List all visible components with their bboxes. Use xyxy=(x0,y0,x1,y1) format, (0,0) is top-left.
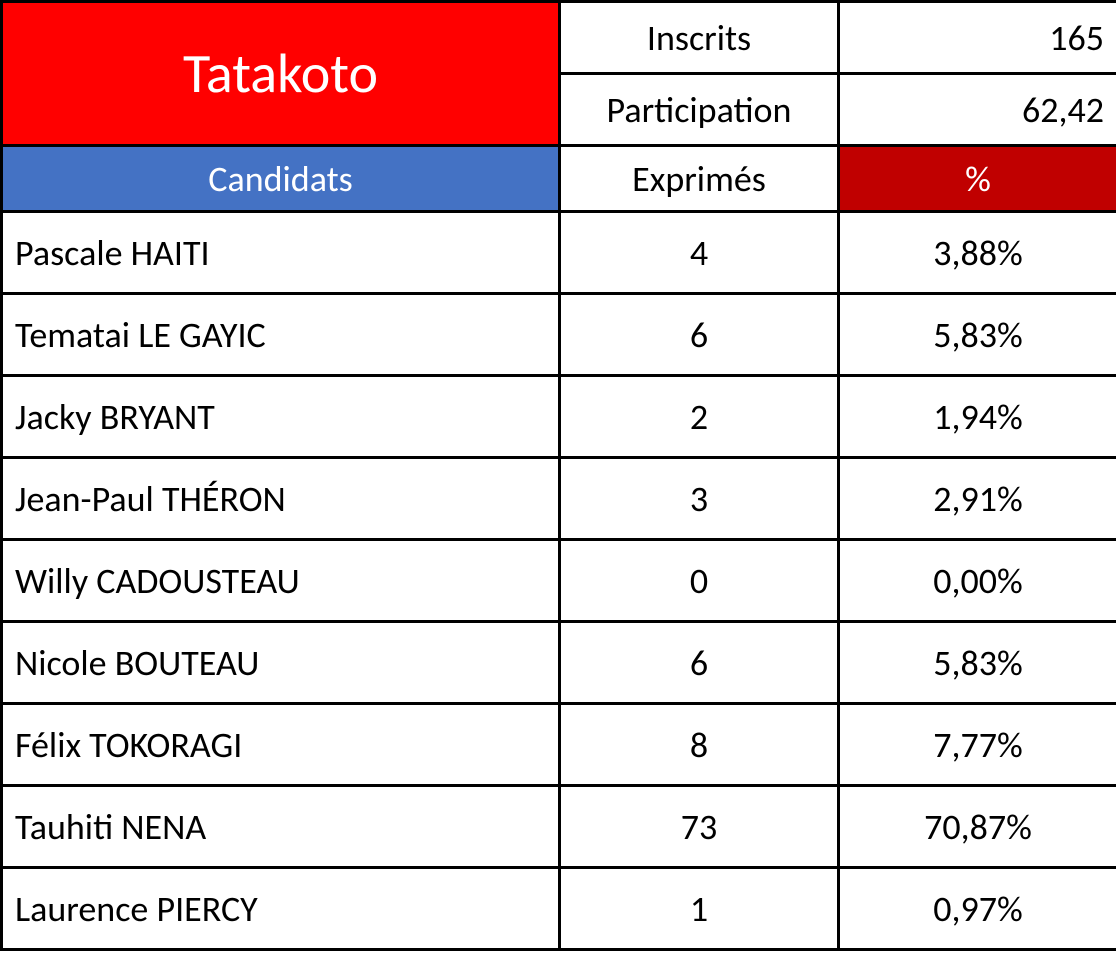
table-row: Tauhiti NENA7370,87% xyxy=(2,786,1116,868)
candidate-name: Pascale HAITI xyxy=(2,212,560,294)
header-candidats: Candidats xyxy=(2,146,560,212)
participation-value: 62,42 xyxy=(839,74,1116,146)
inscrits-value: 165 xyxy=(839,2,1116,74)
candidate-name: Nicole BOUTEAU xyxy=(2,622,560,704)
candidate-percent: 2,91% xyxy=(839,458,1116,540)
inscrits-label: Inscrits xyxy=(560,2,839,74)
header-percent: % xyxy=(839,146,1116,212)
table-row: Félix TOKORAGI87,77% xyxy=(2,704,1116,786)
candidate-exprimes: 1 xyxy=(560,868,839,950)
table-row: Jacky BRYANT21,94% xyxy=(2,376,1116,458)
candidate-exprimes: 73 xyxy=(560,786,839,868)
candidate-name: Tauhiti NENA xyxy=(2,786,560,868)
table-row: Tematai LE GAYIC65,83% xyxy=(2,294,1116,376)
candidate-percent: 3,88% xyxy=(839,212,1116,294)
header-exprimes: Exprimés xyxy=(560,146,839,212)
location-title: Tatakoto xyxy=(2,2,560,146)
candidate-name: Jean-Paul THÉRON xyxy=(2,458,560,540)
table-row: Pascale HAITI43,88% xyxy=(2,212,1116,294)
title-row: Tatakoto Inscrits 165 xyxy=(2,2,1116,74)
candidate-exprimes: 4 xyxy=(560,212,839,294)
candidate-percent: 5,83% xyxy=(839,294,1116,376)
candidate-percent: 1,94% xyxy=(839,376,1116,458)
candidate-name: Willy CADOUSTEAU xyxy=(2,540,560,622)
table-row: Nicole BOUTEAU65,83% xyxy=(2,622,1116,704)
candidate-exprimes: 6 xyxy=(560,622,839,704)
candidate-name: Jacky BRYANT xyxy=(2,376,560,458)
table-row: Willy CADOUSTEAU00,00% xyxy=(2,540,1116,622)
candidate-exprimes: 8 xyxy=(560,704,839,786)
candidate-exprimes: 3 xyxy=(560,458,839,540)
candidate-name: Tematai LE GAYIC xyxy=(2,294,560,376)
candidate-percent: 0,00% xyxy=(839,540,1116,622)
candidate-name: Félix TOKORAGI xyxy=(2,704,560,786)
participation-label: Participation xyxy=(560,74,839,146)
header-row: Candidats Exprimés % xyxy=(2,146,1116,212)
candidate-name: Laurence PIERCY xyxy=(2,868,560,950)
table-row: Laurence PIERCY10,97% xyxy=(2,868,1116,950)
table-row: Jean-Paul THÉRON32,91% xyxy=(2,458,1116,540)
candidate-exprimes: 2 xyxy=(560,376,839,458)
candidate-percent: 5,83% xyxy=(839,622,1116,704)
candidate-percent: 70,87% xyxy=(839,786,1116,868)
candidate-percent: 7,77% xyxy=(839,704,1116,786)
candidate-exprimes: 6 xyxy=(560,294,839,376)
election-results-table: Tatakoto Inscrits 165 Participation 62,4… xyxy=(0,0,1116,951)
candidate-exprimes: 0 xyxy=(560,540,839,622)
data-rows: Pascale HAITI43,88%Tematai LE GAYIC65,83… xyxy=(2,212,1116,950)
candidate-percent: 0,97% xyxy=(839,868,1116,950)
